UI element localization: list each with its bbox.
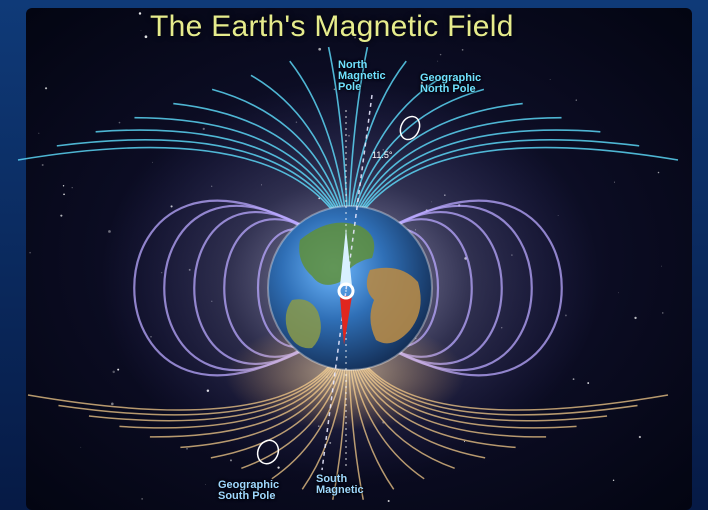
star [111,402,114,406]
geographic-south-pole-line-2: South Pole [218,490,276,502]
north-field-line [134,116,343,219]
star [318,47,322,51]
star [587,382,590,384]
geographic-north-pole-line-1: Geographic [420,72,482,84]
star [471,89,474,91]
north-field-line [95,129,342,219]
south-magnetic-pole-label: South Magnetic [316,474,364,496]
north-field-line [350,74,446,219]
north-field-line [211,88,345,219]
south-magnetic-pole-line-1: South [316,473,348,485]
star [462,87,465,90]
star [205,484,206,485]
compass-pivot [337,282,355,300]
star [112,370,115,374]
star [461,48,464,51]
star [186,447,188,450]
star [62,185,65,187]
south-magnetic-pole-line-2: Magnetic [316,484,364,496]
north-field-line [347,46,369,219]
continent-west [285,299,321,349]
north-field-line [352,102,523,219]
north-rotation-indicator [399,115,421,141]
star [330,488,333,492]
diagram-title: The Earth's Magnetic Field [150,10,514,43]
north-field-lines [17,46,679,219]
star [572,378,575,381]
north-field-line [250,74,346,219]
star [354,37,356,39]
star [141,498,143,500]
star [29,251,31,254]
star [549,79,551,80]
star [117,368,120,371]
star [612,479,615,482]
geographic-axis [321,94,373,471]
north-magnetic-pole-line-3: Pole [338,81,362,93]
star [638,435,641,439]
compass-needle [337,228,355,345]
star [420,81,423,84]
compass-needle-south [340,296,352,345]
earth-globe [267,205,433,371]
deflection-angle-label: 11.5° [372,150,393,160]
north-field-line [356,139,640,219]
compass-needle-north [340,228,352,286]
star [437,60,439,62]
star [230,459,232,462]
north-field-line [348,60,407,219]
north-field-line [289,60,348,219]
north-field-line [173,102,344,219]
star [138,12,142,15]
star [71,187,73,189]
star [617,292,619,294]
north-field-line [357,146,679,219]
star [662,312,664,314]
star [247,25,248,26]
star [60,214,63,217]
continent-north [299,222,375,285]
earth-rim [267,205,433,371]
geographic-south-pole-label: Geographic South Pole [218,480,279,502]
north-field-line [56,139,340,219]
north-field-line [353,116,562,219]
star [575,99,577,101]
north-field-line [351,88,485,219]
south-rotation-indicator [256,439,280,465]
star [657,171,660,174]
north-field-line [17,146,339,219]
star [41,164,44,167]
star [144,35,148,39]
continent-east [366,267,421,344]
star [63,193,65,196]
star [439,53,442,56]
north-magnetic-pole-line-1: North [338,59,368,71]
star [613,181,616,183]
star [634,316,637,320]
star [44,87,48,90]
north-field-line [354,129,601,219]
geographic-north-pole-line-2: North Pole [420,83,476,95]
star [80,446,82,448]
star [394,23,396,25]
star [387,500,390,503]
star [661,265,662,267]
star [38,132,40,134]
star [118,121,121,124]
north-magnetic-pole-line-2: Magnetic [338,70,386,82]
geographic-north-pole-label: Geographic North Pole [420,73,481,95]
geographic-south-pole-line-1: Geographic [218,479,280,491]
north-magnetic-pole-label: North Magnetic Pole [338,60,386,93]
star [140,30,142,31]
